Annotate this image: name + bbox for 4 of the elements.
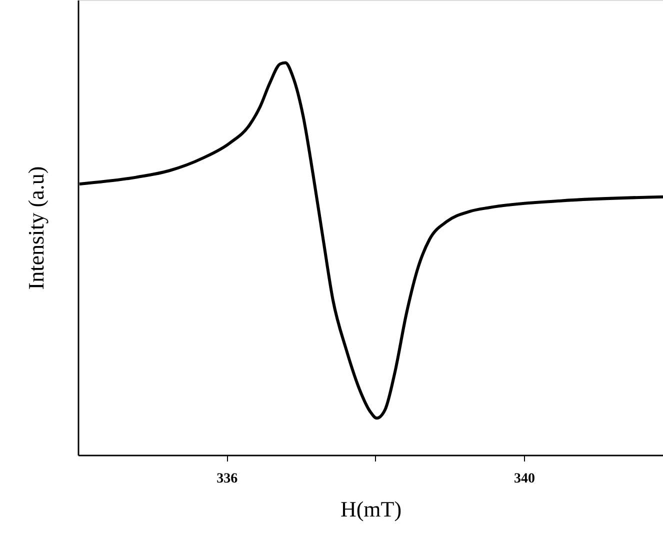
x-tick-label: 336: [216, 472, 238, 486]
x-axis-title: H(mT): [340, 496, 402, 522]
x-tick-label: 340: [514, 472, 535, 486]
y-axis-title: Intensity (a.u): [24, 166, 48, 290]
